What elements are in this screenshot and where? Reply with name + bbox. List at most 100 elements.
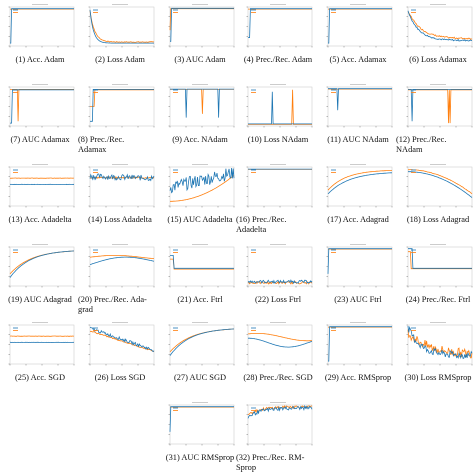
caption-p9: (9) Acc. NAdam bbox=[158, 135, 242, 145]
subplot-p27: (27) AUC SGD bbox=[164, 320, 236, 396]
caption-p3: (3) AUC Adam bbox=[158, 55, 242, 65]
plot-frame bbox=[90, 7, 154, 46]
chart-p2 bbox=[84, 2, 156, 52]
subplot-p30: (30) Loss RMSprop bbox=[402, 320, 474, 396]
subplot-p25: (25) Acc. SGD bbox=[4, 320, 76, 396]
chart-p28 bbox=[242, 320, 314, 370]
subplot-p31: (31) AUC RMSprop bbox=[164, 400, 236, 476]
caption-p17: (17) Acc. Adagrad bbox=[316, 215, 400, 225]
subplot-p6: (6) Loss Adamax bbox=[402, 2, 474, 78]
caption-p1: (1) Acc. Adam bbox=[0, 55, 82, 65]
chart-p16 bbox=[242, 162, 314, 212]
plot-frame bbox=[10, 87, 74, 126]
chart-p14 bbox=[84, 162, 156, 212]
plot-frame bbox=[328, 7, 392, 46]
subplot-p9: (9) Acc. NAdam bbox=[164, 82, 236, 158]
plot-frame bbox=[248, 167, 312, 206]
caption-p13: (13) Acc. Adadelta bbox=[0, 215, 82, 225]
chart-p15 bbox=[164, 162, 236, 212]
subplot-p13: (13) Acc. Adadelta bbox=[4, 162, 76, 238]
subplot-p7: (7) AUC Adamax bbox=[4, 82, 76, 158]
subplot-p4: (4) Prec./Rec. Adam bbox=[242, 2, 314, 78]
caption-p8: (8) Prec./Rec. Adamax bbox=[78, 135, 162, 154]
chart-p24 bbox=[402, 242, 474, 292]
plot-frame bbox=[90, 325, 154, 364]
chart-p31 bbox=[164, 400, 236, 450]
plot-frame bbox=[170, 405, 234, 444]
chart-p17 bbox=[322, 162, 394, 212]
subplot-p3: (3) AUC Adam bbox=[164, 2, 236, 78]
caption-p21: (21) Acc. Ftrl bbox=[158, 295, 242, 305]
chart-p8 bbox=[84, 82, 156, 132]
subplot-p5: (5) Acc. Adamax bbox=[322, 2, 394, 78]
subplot-p15: (15) AUC Adadelta bbox=[164, 162, 236, 238]
subplot-p32: (32) Prec./Rec. RM- Sprop bbox=[242, 400, 314, 476]
chart-p3 bbox=[164, 2, 236, 52]
caption-p12: (12) Prec./Rec. NAdam bbox=[396, 135, 474, 154]
chart-p11 bbox=[322, 82, 394, 132]
plot-frame bbox=[170, 7, 234, 46]
subplot-p29: (29) Acc. RMSprop bbox=[322, 320, 394, 396]
chart-p23 bbox=[322, 242, 394, 292]
caption-p31: (31) AUC RMSprop bbox=[158, 453, 242, 463]
caption-p11: (11) AUC NAdam bbox=[316, 135, 400, 145]
chart-p9 bbox=[164, 82, 236, 132]
plot-frame bbox=[328, 247, 392, 286]
caption-p15: (15) AUC Adadelta bbox=[158, 215, 242, 225]
plot-frame bbox=[328, 167, 392, 206]
caption-p14: (14) Loss Adadelta bbox=[78, 215, 162, 225]
chart-p6 bbox=[402, 2, 474, 52]
subplot-p23: (23) AUC Ftrl bbox=[322, 242, 394, 318]
caption-p23: (23) AUC Ftrl bbox=[316, 295, 400, 305]
chart-p7 bbox=[4, 82, 76, 132]
caption-p26: (26) Loss SGD bbox=[78, 373, 162, 383]
plot-frame bbox=[248, 87, 312, 126]
caption-p19: (19) AUC Adagrad bbox=[0, 295, 82, 305]
caption-p4: (4) Prec./Rec. Adam bbox=[236, 55, 320, 65]
plot-frame bbox=[170, 167, 234, 206]
caption-p32: (32) Prec./Rec. RM- Sprop bbox=[236, 453, 320, 472]
chart-p20 bbox=[84, 242, 156, 292]
plot-frame bbox=[10, 325, 74, 364]
caption-p6: (6) Loss Adamax bbox=[396, 55, 474, 65]
chart-p5 bbox=[322, 2, 394, 52]
subplot-p22: (22) Loss Ftrl bbox=[242, 242, 314, 318]
subplot-p10: (10) Loss NAdam bbox=[242, 82, 314, 158]
caption-p22: (22) Loss Ftrl bbox=[236, 295, 320, 305]
caption-p25: (25) Acc. SGD bbox=[0, 373, 82, 383]
subplot-p26: (26) Loss SGD bbox=[84, 320, 156, 396]
subplot-p24: (24) Prec./Rec. Ftrl bbox=[402, 242, 474, 318]
plot-frame bbox=[10, 7, 74, 46]
chart-p19 bbox=[4, 242, 76, 292]
caption-p29: (29) Acc. RMSprop bbox=[316, 373, 400, 383]
chart-p22 bbox=[242, 242, 314, 292]
caption-p5: (5) Acc. Adamax bbox=[316, 55, 400, 65]
chart-p21 bbox=[164, 242, 236, 292]
chart-p29 bbox=[322, 320, 394, 370]
caption-p7: (7) AUC Adamax bbox=[0, 135, 82, 145]
plot-frame bbox=[10, 167, 74, 206]
plot-frame bbox=[408, 247, 472, 286]
plot-frame bbox=[328, 325, 392, 364]
caption-p18: (18) Loss Adagrad bbox=[396, 215, 474, 225]
plot-frame bbox=[248, 247, 312, 286]
caption-p2: (2) Loss Adam bbox=[78, 55, 162, 65]
chart-p30 bbox=[402, 320, 474, 370]
plot-frame bbox=[408, 87, 472, 126]
subplot-p19: (19) AUC Adagrad bbox=[4, 242, 76, 318]
subplot-p17: (17) Acc. Adagrad bbox=[322, 162, 394, 238]
chart-p10 bbox=[242, 82, 314, 132]
subplot-p14: (14) Loss Adadelta bbox=[84, 162, 156, 238]
subplot-p12: (12) Prec./Rec. NAdam bbox=[402, 82, 474, 158]
chart-p26 bbox=[84, 320, 156, 370]
chart-p1 bbox=[4, 2, 76, 52]
caption-p24: (24) Prec./Rec. Ftrl bbox=[396, 295, 474, 305]
chart-p25 bbox=[4, 320, 76, 370]
plot-frame bbox=[90, 247, 154, 286]
plot-frame bbox=[408, 325, 472, 364]
subplot-p20: (20) Prec./Rec. Ada- grad bbox=[84, 242, 156, 318]
chart-p27 bbox=[164, 320, 236, 370]
caption-p20: (20) Prec./Rec. Ada- grad bbox=[78, 295, 162, 314]
plot-frame bbox=[170, 247, 234, 286]
subplot-p28: (28) Prec./Rec. SGD bbox=[242, 320, 314, 396]
